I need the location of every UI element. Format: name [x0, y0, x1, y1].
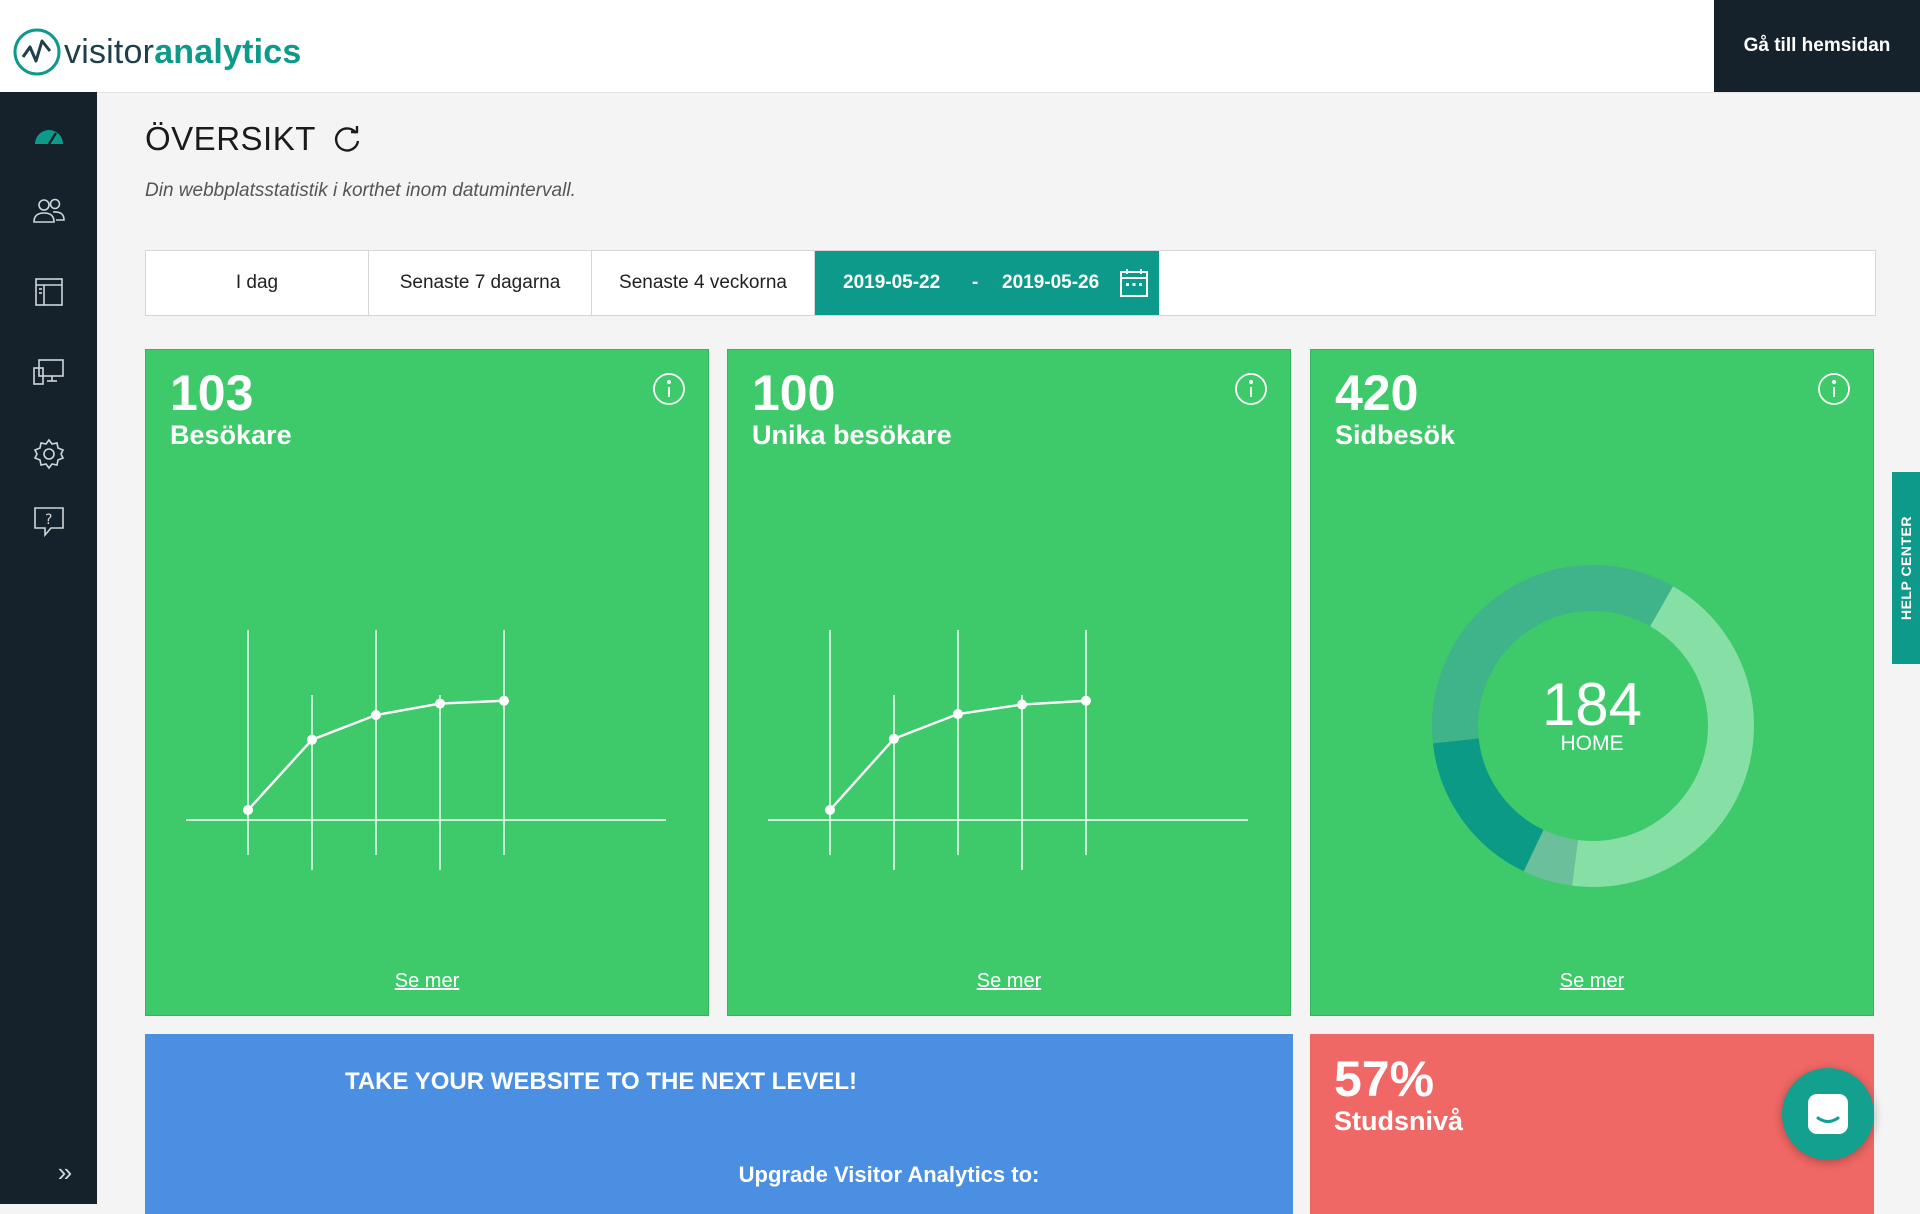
sidebar-item-visitors[interactable] — [0, 182, 97, 242]
logo-text: visitoranalytics — [64, 32, 302, 71]
sidebar: ? » — [0, 92, 97, 1204]
sidebar-item-devices[interactable] — [0, 342, 97, 402]
data-point — [435, 698, 445, 709]
devices-icon — [32, 359, 64, 385]
page-title: ÖVERSIKT — [145, 120, 362, 158]
help-center-tab[interactable]: HELP CENTER — [1892, 472, 1920, 664]
page-views-label: Sidbesök — [1335, 420, 1456, 450]
expand-sidebar-button[interactable]: » — [57, 1156, 73, 1187]
date-range-selector: I dag Senaste 7 dagarna Senaste 4 veckor… — [145, 250, 1876, 316]
sidebar-item-settings[interactable] — [0, 424, 97, 484]
unique-visitors-value: 100 — [752, 365, 836, 421]
date-separator: - — [972, 272, 979, 293]
chat-icon — [1808, 1094, 1848, 1134]
chat-launcher-button[interactable] — [1782, 1068, 1874, 1160]
data-point — [1081, 695, 1091, 706]
donut-slice — [1571, 586, 1754, 887]
data-point — [499, 695, 509, 706]
go-to-website-button[interactable]: Gå till hemsidan — [1714, 0, 1920, 92]
donut-slice — [1432, 565, 1673, 744]
page-subtitle: Din webbplatsstatistik i korthet inom da… — [145, 180, 576, 201]
logo[interactable]: visitoranalytics — [12, 28, 302, 76]
sidebar-item-help[interactable]: ? — [0, 492, 97, 552]
data-point — [307, 734, 317, 745]
data-point — [1017, 699, 1027, 710]
range-last-7-days-button[interactable]: Senaste 7 dagarna — [369, 251, 592, 315]
help-icon: ? — [33, 507, 64, 538]
top-header: visitoranalytics Gå till hemsidan — [0, 0, 1920, 93]
data-point — [243, 805, 253, 815]
settings-icon — [33, 438, 64, 470]
data-point — [953, 709, 963, 720]
donut-center-value: 184 — [1541, 671, 1643, 738]
bounce-rate-value: 57% — [1334, 1051, 1435, 1107]
end-date[interactable]: 2019-05-26 — [1002, 272, 1100, 293]
info-icon[interactable] — [1817, 372, 1851, 406]
start-date[interactable]: 2019-05-22 — [843, 272, 941, 293]
data-point — [371, 710, 381, 720]
upgrade-promo-banner: TAKE YOUR WEBSITE TO THE NEXT LEVEL! Upg… — [145, 1034, 1293, 1214]
sidebar-item-pages[interactable] — [0, 262, 97, 322]
bounce-rate-card: 57% Studsnivå — [1310, 1034, 1874, 1214]
page-views-card: 420 Sidbesök 184 HOME Se mer — [1310, 349, 1874, 1016]
unique-visitors-label: Unika besökare — [752, 420, 952, 450]
calendar-icon[interactable] — [1118, 267, 1150, 299]
visitors-card: 103 Besökare Se mer — [145, 349, 709, 1016]
donut-center-label: HOME — [1560, 732, 1624, 755]
unique-visitors-see-more-link[interactable]: Se mer — [976, 970, 1042, 992]
visitors-line-chart — [186, 630, 666, 870]
visitors-value: 103 — [170, 365, 254, 421]
pages-icon — [34, 278, 63, 306]
logo-icon — [13, 28, 61, 76]
info-icon[interactable] — [652, 372, 686, 406]
info-icon[interactable] — [1234, 372, 1268, 406]
page-title-text: ÖVERSIKT — [145, 120, 316, 157]
data-point — [889, 733, 899, 744]
page-views-see-more-link[interactable]: Se mer — [1559, 970, 1625, 992]
donut-slice — [1523, 829, 1579, 886]
range-today-button[interactable]: I dag — [146, 251, 369, 315]
users-icon — [32, 198, 65, 223]
page-views-value: 420 — [1335, 365, 1419, 421]
page-views-donut-chart — [1432, 565, 1754, 887]
svg-text:?: ? — [45, 512, 52, 528]
promo-heading: TAKE YOUR WEBSITE TO THE NEXT LEVEL! — [344, 1068, 858, 1095]
help-center-label: HELP CENTER — [1898, 515, 1915, 621]
sidebar-item-dashboard[interactable] — [0, 106, 97, 166]
data-point — [825, 805, 835, 815]
dashboard-icon — [34, 130, 63, 145]
custom-date-range[interactable]: 2019-05-22 - 2019-05-26 — [815, 251, 1159, 315]
unique-visitors-card: 100 Unika besökare Se mer — [727, 349, 1291, 1016]
range-last-4-weeks-button[interactable]: Senaste 4 veckorna — [592, 251, 815, 315]
visitors-see-more-link[interactable]: Se mer — [394, 970, 460, 992]
refresh-icon[interactable] — [332, 124, 362, 154]
bounce-rate-label: Studsnivå — [1334, 1106, 1464, 1136]
donut-slice — [1432, 737, 1545, 872]
promo-subheading: Upgrade Visitor Analytics to: — [738, 1162, 1040, 1187]
visitors-label: Besökare — [170, 420, 292, 450]
unique-visitors-line-chart — [768, 630, 1248, 870]
